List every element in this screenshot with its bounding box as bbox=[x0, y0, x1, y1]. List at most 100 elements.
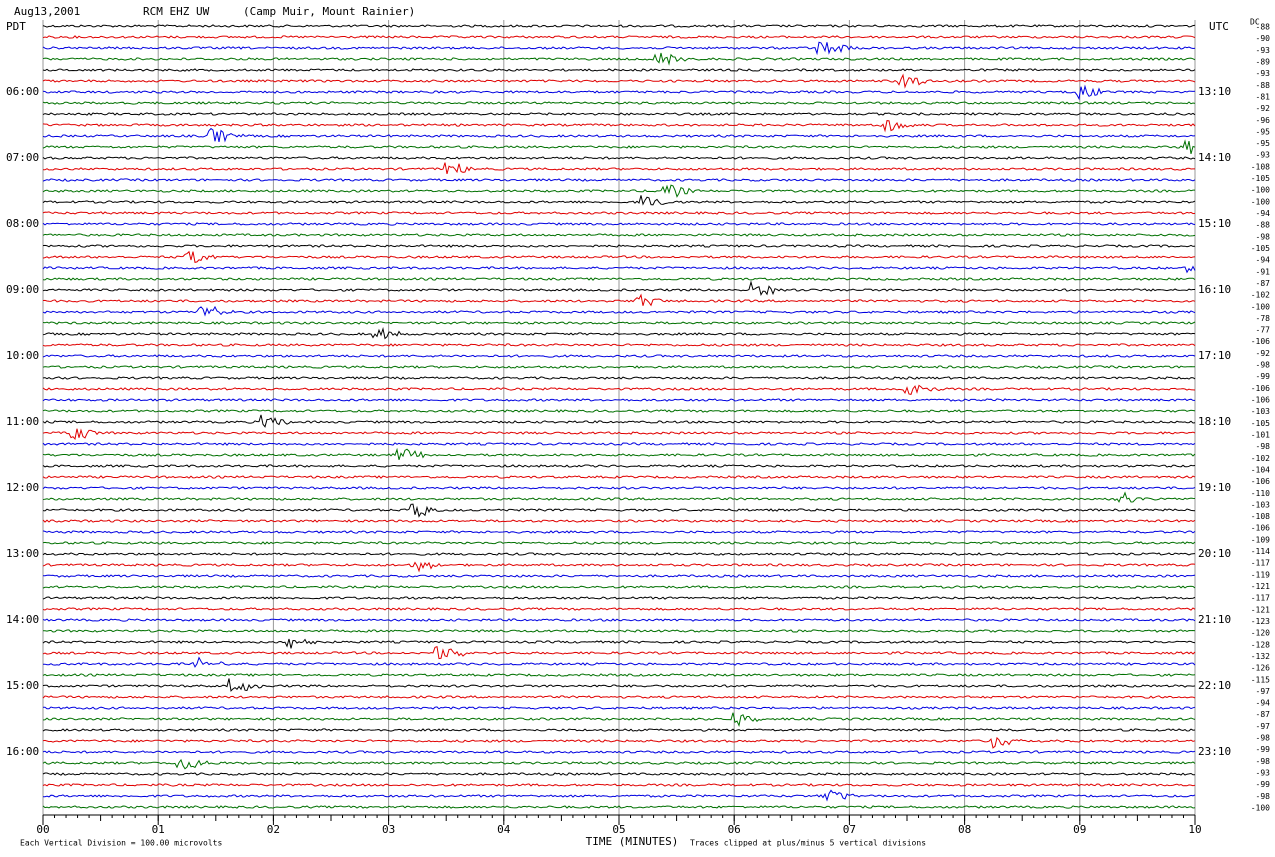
utc-label: 13:10 bbox=[1198, 85, 1231, 98]
dc-offset: -98 bbox=[1256, 442, 1271, 451]
dc-offset: -106 bbox=[1251, 396, 1270, 405]
trace bbox=[42, 541, 1196, 545]
x-axis-label: TIME (MINUTES) bbox=[586, 835, 679, 848]
utc-label: 15:10 bbox=[1198, 217, 1231, 230]
dc-offset: -91 bbox=[1256, 267, 1271, 276]
utc-label: 19:10 bbox=[1198, 481, 1231, 494]
trace bbox=[43, 629, 1196, 633]
trace bbox=[42, 486, 1196, 490]
dc-offset: -81 bbox=[1256, 92, 1271, 101]
trace bbox=[42, 233, 1196, 237]
dc-offset: -77 bbox=[1256, 326, 1271, 335]
dc-offset: -95 bbox=[1256, 139, 1271, 148]
trace bbox=[42, 673, 1196, 677]
x-tick-label: 03 bbox=[382, 823, 395, 836]
dc-offset: -98 bbox=[1256, 792, 1271, 801]
dc-offset: -89 bbox=[1256, 57, 1271, 66]
location: (Camp Muir, Mount Rainier) bbox=[243, 5, 415, 18]
trace bbox=[42, 805, 1196, 809]
utc-label: 22:10 bbox=[1198, 679, 1231, 692]
dc-offset: -126 bbox=[1251, 664, 1270, 673]
dc-offset: -99 bbox=[1256, 780, 1271, 789]
dc-offset: -108 bbox=[1251, 162, 1270, 171]
pdt-label: 13:00 bbox=[6, 547, 39, 560]
dc-offset: -100 bbox=[1251, 302, 1270, 311]
trace bbox=[42, 695, 1196, 699]
x-tick-label: 05 bbox=[612, 823, 625, 836]
trace bbox=[42, 409, 1196, 413]
utc-label: 20:10 bbox=[1198, 547, 1231, 560]
trace bbox=[42, 35, 1196, 39]
trace bbox=[42, 326, 1196, 340]
dc-offset: -106 bbox=[1251, 337, 1270, 346]
trace bbox=[42, 618, 1196, 622]
pdt-label: 14:00 bbox=[6, 613, 39, 626]
pdt-label: 15:00 bbox=[6, 679, 39, 692]
x-tick-label: 00 bbox=[36, 823, 49, 836]
dc-offset: -101 bbox=[1251, 430, 1270, 439]
trace bbox=[42, 561, 1196, 573]
scale-note: Each Vertical Division = 100.00 microvol… bbox=[20, 839, 222, 848]
dc-offset: -102 bbox=[1251, 454, 1270, 463]
dc-offset: -105 bbox=[1251, 419, 1270, 428]
trace bbox=[42, 24, 1196, 28]
trace bbox=[42, 84, 1196, 101]
trace bbox=[42, 127, 1196, 143]
trace bbox=[42, 195, 1196, 206]
pdt-label: 09:00 bbox=[6, 283, 39, 296]
trace bbox=[42, 475, 1196, 479]
dc-offset: -88 bbox=[1256, 81, 1271, 90]
trace bbox=[42, 596, 1196, 600]
dc-offset: -78 bbox=[1256, 314, 1271, 323]
clip-note: Traces clipped at plus/minus 5 vertical … bbox=[690, 839, 926, 848]
trace bbox=[42, 503, 1196, 518]
trace bbox=[42, 384, 1196, 395]
utc-label: 18:10 bbox=[1198, 415, 1231, 428]
dc-offset: -121 bbox=[1251, 582, 1270, 591]
trace bbox=[42, 414, 1196, 428]
trace bbox=[42, 585, 1196, 589]
trace bbox=[42, 293, 1196, 307]
dc-offset: -98 bbox=[1256, 757, 1271, 766]
trace bbox=[42, 552, 1196, 556]
dc-offset: -98 bbox=[1256, 734, 1271, 743]
trace bbox=[42, 178, 1196, 182]
trace bbox=[42, 736, 1196, 749]
dc-offset: -97 bbox=[1256, 687, 1271, 696]
trace bbox=[42, 52, 1196, 66]
trace bbox=[42, 376, 1196, 380]
x-tick-label: 10 bbox=[1188, 823, 1201, 836]
dc-offset: -87 bbox=[1256, 279, 1271, 288]
pdt-label: 11:00 bbox=[6, 415, 39, 428]
utc-label: 21:10 bbox=[1198, 613, 1231, 626]
pdt-label: 08:00 bbox=[6, 217, 39, 230]
dc-offset: -93 bbox=[1256, 769, 1271, 778]
trace bbox=[42, 265, 1196, 274]
dc-offset: -120 bbox=[1251, 629, 1270, 638]
trace bbox=[42, 184, 1195, 198]
trace bbox=[42, 728, 1196, 732]
trace bbox=[42, 41, 1196, 56]
dc-offset: -99 bbox=[1256, 745, 1271, 754]
trace bbox=[42, 73, 1196, 89]
trace bbox=[42, 442, 1196, 446]
trace bbox=[42, 250, 1196, 264]
dc-offset: -93 bbox=[1256, 46, 1271, 55]
dc-offset: -95 bbox=[1256, 127, 1271, 136]
utc-label: 14:10 bbox=[1198, 151, 1231, 164]
dc-offset: -87 bbox=[1256, 710, 1271, 719]
x-tick-label: 09 bbox=[1073, 823, 1086, 836]
x-tick-label: 02 bbox=[267, 823, 280, 836]
dc-offset: -102 bbox=[1251, 291, 1270, 300]
trace bbox=[42, 758, 1196, 770]
trace bbox=[42, 783, 1196, 787]
dc-offset: -98 bbox=[1256, 361, 1271, 370]
trace bbox=[42, 112, 1196, 116]
trace bbox=[42, 491, 1196, 503]
dc-offset: -106 bbox=[1251, 524, 1270, 533]
trace bbox=[42, 712, 1196, 727]
utc-label: 23:10 bbox=[1198, 745, 1231, 758]
trace bbox=[42, 321, 1196, 325]
dc-offset: -94 bbox=[1256, 209, 1271, 218]
